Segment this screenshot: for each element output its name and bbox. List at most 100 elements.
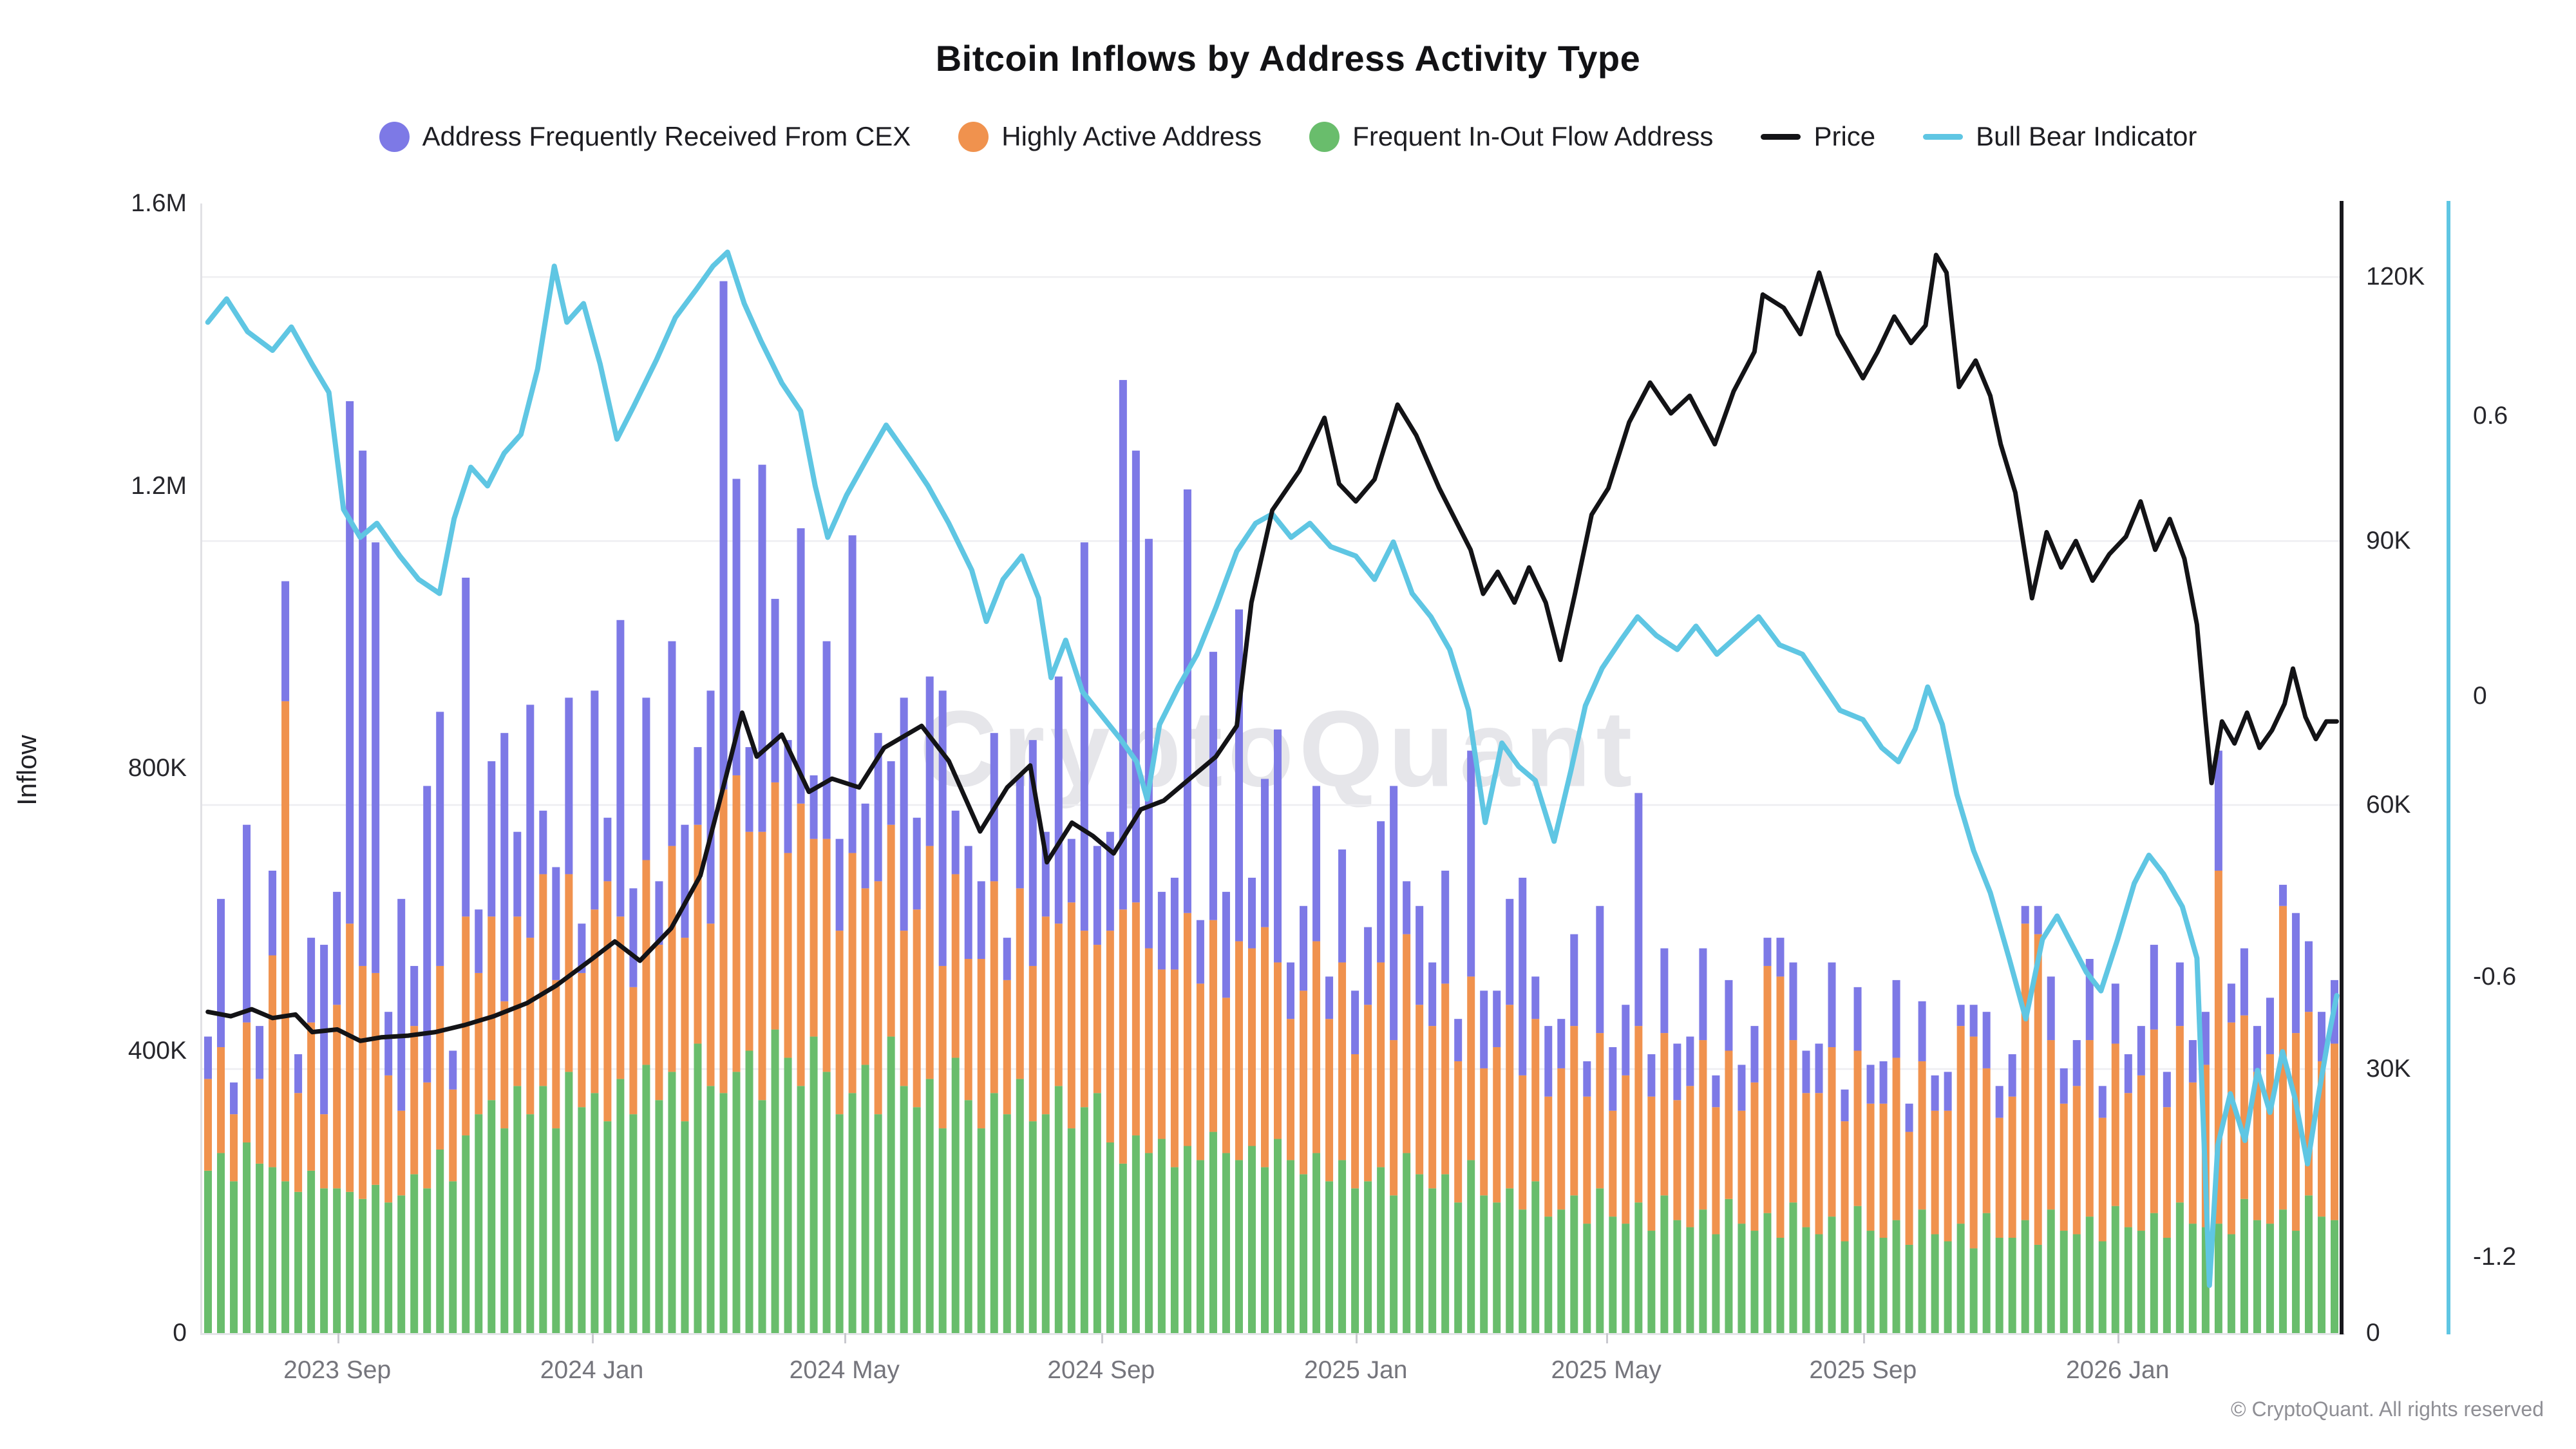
- bar-segment[interactable]: [1364, 927, 1372, 1005]
- bar-segment[interactable]: [307, 1170, 316, 1333]
- bar-segment[interactable]: [500, 1001, 509, 1129]
- bar-segment[interactable]: [1364, 1005, 1372, 1182]
- bar-segment[interactable]: [1828, 1217, 1836, 1333]
- bar-segment[interactable]: [1918, 1061, 1926, 1210]
- bar-segment[interactable]: [2060, 1103, 2068, 1231]
- legend-item-3[interactable]: Price: [1761, 121, 1875, 152]
- bar-segment[interactable]: [1260, 1167, 1269, 1333]
- bar-segment[interactable]: [526, 705, 535, 938]
- bar-segment[interactable]: [951, 810, 960, 875]
- bar-segment[interactable]: [1028, 1121, 1037, 1333]
- bar-segment[interactable]: [1300, 1174, 1308, 1333]
- bar-segment[interactable]: [745, 831, 753, 1051]
- legend-item-4[interactable]: Bull Bear Indicator: [1923, 121, 2197, 152]
- bar-segment[interactable]: [1403, 881, 1411, 934]
- bar-segment[interactable]: [1080, 1107, 1088, 1333]
- bar-segment[interactable]: [655, 945, 663, 1101]
- bar-segment[interactable]: [1364, 1181, 1372, 1333]
- bar-segment[interactable]: [1918, 1001, 1926, 1061]
- bar-segment[interactable]: [694, 824, 702, 1044]
- bar-segment[interactable]: [719, 1093, 728, 1333]
- bar-segment[interactable]: [1260, 927, 1269, 1168]
- bar-segment[interactable]: [2175, 1026, 2184, 1203]
- bar-segment[interactable]: [1209, 652, 1217, 920]
- bar-segment[interactable]: [964, 846, 972, 959]
- bar-segment[interactable]: [2047, 1209, 2055, 1333]
- bar-segment[interactable]: [1931, 1234, 1939, 1333]
- bar-segment[interactable]: [2060, 1231, 2068, 1333]
- bar-segment[interactable]: [2188, 1040, 2197, 1083]
- bar-segment[interactable]: [874, 1114, 882, 1333]
- bar-segment[interactable]: [938, 965, 947, 1129]
- bar-segment[interactable]: [1660, 948, 1669, 1034]
- bar-segment[interactable]: [1493, 1047, 1501, 1203]
- bar-segment[interactable]: [359, 1198, 367, 1333]
- bar-segment[interactable]: [1454, 1061, 1463, 1203]
- bar-segment[interactable]: [1905, 1103, 1913, 1132]
- bar-segment[interactable]: [1866, 1065, 1875, 1104]
- bar-segment[interactable]: [1634, 793, 1643, 1027]
- bar-segment[interactable]: [307, 938, 316, 1023]
- bar-segment[interactable]: [642, 1065, 650, 1333]
- bar-segment[interactable]: [1519, 877, 1527, 1075]
- bar-segment[interactable]: [861, 888, 869, 1065]
- bar-segment[interactable]: [1699, 948, 1707, 1041]
- bar-segment[interactable]: [1609, 1047, 1617, 1111]
- bar-segment[interactable]: [397, 1110, 406, 1196]
- bar-segment[interactable]: [1067, 838, 1075, 903]
- bar-segment[interactable]: [1132, 450, 1140, 903]
- bar-segment[interactable]: [1712, 1107, 1720, 1235]
- bar-segment[interactable]: [1016, 775, 1024, 889]
- bar-segment[interactable]: [887, 761, 895, 825]
- bar-segment[interactable]: [1712, 1234, 1720, 1333]
- bar-segment[interactable]: [1506, 898, 1514, 1005]
- bar-segment[interactable]: [629, 987, 638, 1115]
- bar-segment[interactable]: [1763, 965, 1772, 1213]
- bar-segment[interactable]: [423, 786, 431, 1083]
- bar-segment[interactable]: [1944, 1072, 1952, 1111]
- bar-segment[interactable]: [462, 578, 470, 917]
- bar-segment[interactable]: [2060, 1068, 2068, 1104]
- bar-segment[interactable]: [964, 1100, 972, 1333]
- bar-segment[interactable]: [1776, 938, 1785, 977]
- bar-segment[interactable]: [449, 1181, 457, 1333]
- bar-segment[interactable]: [938, 1128, 947, 1333]
- bar-segment[interactable]: [410, 965, 419, 1027]
- bar-segment[interactable]: [1647, 1054, 1656, 1097]
- bar-segment[interactable]: [1287, 1019, 1295, 1160]
- bar-segment[interactable]: [2253, 1220, 2261, 1333]
- bar-segment[interactable]: [1879, 1238, 1888, 1333]
- bar-segment[interactable]: [861, 1065, 869, 1333]
- bar-segment[interactable]: [1144, 538, 1153, 949]
- bar-segment[interactable]: [1403, 1153, 1411, 1333]
- bar-segment[interactable]: [346, 401, 354, 924]
- bar-segment[interactable]: [1274, 1139, 1282, 1333]
- bar-segment[interactable]: [848, 535, 857, 853]
- bar-segment[interactable]: [1183, 1146, 1191, 1333]
- bar-segment[interactable]: [1041, 916, 1050, 1115]
- bar-segment[interactable]: [1956, 1224, 1965, 1333]
- bar-segment[interactable]: [977, 958, 985, 1129]
- bar-segment[interactable]: [1995, 1117, 2003, 1238]
- bar-segment[interactable]: [1467, 1160, 1475, 1333]
- bar-segment[interactable]: [1956, 1026, 1965, 1224]
- bar-segment[interactable]: [1841, 1089, 1849, 1122]
- bar-segment[interactable]: [1789, 1040, 1797, 1203]
- bar-segment[interactable]: [488, 916, 496, 1101]
- bar-segment[interactable]: [1170, 969, 1179, 1168]
- bar-segment[interactable]: [1622, 1224, 1630, 1333]
- bar-segment[interactable]: [900, 697, 908, 931]
- bar-segment[interactable]: [372, 972, 380, 1185]
- bar-segment[interactable]: [410, 1174, 419, 1333]
- bar-segment[interactable]: [771, 1029, 779, 1333]
- bar-segment[interactable]: [1802, 1093, 1810, 1227]
- bar-segment[interactable]: [1596, 1188, 1604, 1333]
- bar-segment[interactable]: [771, 598, 779, 782]
- bar-segment[interactable]: [2137, 1075, 2145, 1231]
- bar-segment[interactable]: [2304, 1195, 2313, 1333]
- bar-segment[interactable]: [2008, 1238, 2016, 1333]
- bar-segment[interactable]: [1570, 1026, 1578, 1196]
- bar-segment[interactable]: [1106, 831, 1114, 931]
- bar-segment[interactable]: [1467, 750, 1475, 977]
- bar-segment[interactable]: [1544, 1026, 1553, 1097]
